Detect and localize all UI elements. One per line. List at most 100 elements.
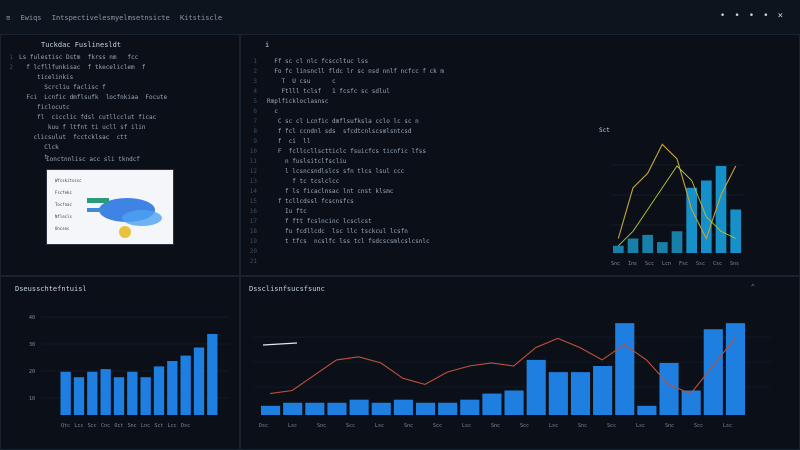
thumbnail-line: Oncsec [55,226,70,231]
main-code[interactable]: Ff sc cl nlc fcsccltuc lss Fo fc linsncl… [267,57,444,247]
x-tick-label: Qtc [61,423,70,429]
thumbnail-line: Nflecls [55,214,72,219]
bottom-right-panel: Dssclisnfsucsfsunc ⌃ Dsc Lsc Snc Scc Lsc Snc S… [240,276,800,450]
x-tick-label: Lsc [462,423,471,429]
mini-bar [671,231,683,253]
x-tick-label: Lnc [141,423,150,429]
code-line: F fcllccllsctticlc fsuicfcs ticnfic lfss [267,148,426,155]
bar [167,361,178,415]
mini-x-label: Lcn [662,261,671,267]
left-panel-title: Tuckdac Fuslinesldt [41,41,122,49]
bar [703,329,723,415]
x-tick-label: Scc [694,423,703,429]
x-tick-label: Scc [520,423,529,429]
mini-chart-label: Sct [599,127,610,134]
x-tick-label: Oct [114,423,123,429]
mini-x-label: Ssc [696,261,705,267]
bar [349,399,369,415]
mini-bar [657,242,668,253]
bell-icon[interactable]: • [734,11,749,21]
bar [60,371,71,415]
x-tick-label: Snc [665,423,674,429]
bar [153,366,165,415]
bar [100,369,111,415]
code-line: f tcllcdssl fcscnsfcs [267,198,354,205]
mini-series-line-b [617,165,736,247]
top-bar-menu: ≡ Ewiqs Intspectivelesmyelmsetnsicte Kit… [6,14,228,22]
x-tick-label: Sct [154,423,163,429]
bottom-left-panel: Dseusschtefntuisl 40 30 20 10 Qtc Lcc Scc Cnc Oc… [0,276,240,450]
mini-bar [627,238,639,253]
thumbnail-preview[interactable]: Wfcskitsssc Fscfekc Tocfnac Nflecls Oncsec [46,169,174,245]
left-code[interactable]: Ls fulestisc Dstm fkrss nm fcc f lcfllfu… [19,53,167,163]
pin-icon[interactable]: • [719,11,735,21]
code-line: Ftlll tclsf 1 fcsfc sc sdlul [267,88,390,95]
bar [548,372,568,415]
code-line: Ls fulestisc Dstm fkrss nm fcc [19,54,139,61]
top-item-1[interactable]: Intspectivelesmyelmsetnsicte [51,14,170,22]
code-line: f lcfllfunkisac f tkeceliclem f [19,64,146,71]
bar [73,377,85,415]
thumbnail-line: Fscfekc [55,190,72,195]
x-tick-label: Snc [578,423,587,429]
mini-x-label: Scc [645,261,654,267]
mini-bar [613,245,624,253]
code-panel: i 1 2 3 4 5 6 7 8 9 10 11 12 13 14 15 16… [240,34,800,276]
code-line: T U csu c [267,78,336,85]
mini-x-label: Sns [730,261,739,267]
top-item-0[interactable]: Ewiqs [20,14,42,22]
x-tick-label: Lcc [168,423,177,429]
y-tick-label: 20 [29,369,35,375]
top-item-2[interactable]: Kitstiscle [179,14,223,22]
x-tick-label: Scc [607,423,616,429]
bar [615,323,635,415]
code-line: t [19,154,48,161]
code-line: l lcsncsndlslcs sfn tlcs lsul ccc [267,168,405,175]
code-line: kuu f ltfnt ti ucll sf ilin [19,124,146,131]
close-icon[interactable]: × [777,11,792,21]
code-line: ficlocutc [19,104,70,111]
x-tick-label: Scc [346,423,355,429]
window-controls: ••••× [720,11,792,21]
x-tick-label: Lsc [549,423,558,429]
mini-bar [715,166,727,253]
x-tick-label: Snc [404,423,413,429]
x-tick-label: Scc [88,423,97,429]
mini-x-label: Snc [611,261,620,267]
gutter: 1 2 [9,54,13,71]
code-line: Rmplfickloclasnsc [267,98,329,105]
settings-icon[interactable]: • [763,11,778,21]
bar [207,334,218,415]
code-line: Iu ftc [267,208,307,215]
mini-chart: Snc Ins Scc Lcn Fsc Ssc Csc Sns [611,143,743,267]
code-line: f ls ficaclnsac lnt cnst klsmc [267,188,394,195]
collapse-icon[interactable]: ⌃ [750,283,755,291]
menu-icon[interactable]: ≡ [6,14,11,22]
bar [570,372,591,415]
bottom-right-title: Dssclisnfsucsfsunc [249,285,325,293]
bar [113,377,125,415]
bar [393,399,413,415]
bar [261,405,281,415]
bar [681,390,701,415]
code-line: c [267,108,278,115]
code-line: Ff sc cl nlc fcsccltuc lss [267,58,369,65]
mini-bar [730,209,741,253]
bar [659,362,679,415]
bottom-right-chart: Dsc Lsc Snc Scc Lsc Snc Scc Lsc Snc Scc Lsc Snc Scc L… [253,323,771,429]
code-line: clicsulut fcctcklsac ctt [19,134,128,141]
y-tick-label: 30 [29,342,35,348]
bar [593,366,613,415]
sync-icon[interactable]: • [748,11,764,21]
code-line: fu fcdllcdc lsc llc tsckcul lcsfn [267,228,408,235]
code-line: ticelinkis [19,74,74,81]
bar [127,371,138,415]
mini-x-label: Csc [713,261,722,267]
series-line [270,337,736,395]
code-panel-header: i [265,41,270,49]
bar [305,402,325,415]
bar [193,347,205,415]
left-footer: Ionctnnlisc acc sli tkndcf [46,156,140,163]
bar [87,371,98,415]
code-line: f fcl ccndnl sds sfcdtcnlscsmlsntcsd [267,128,412,135]
